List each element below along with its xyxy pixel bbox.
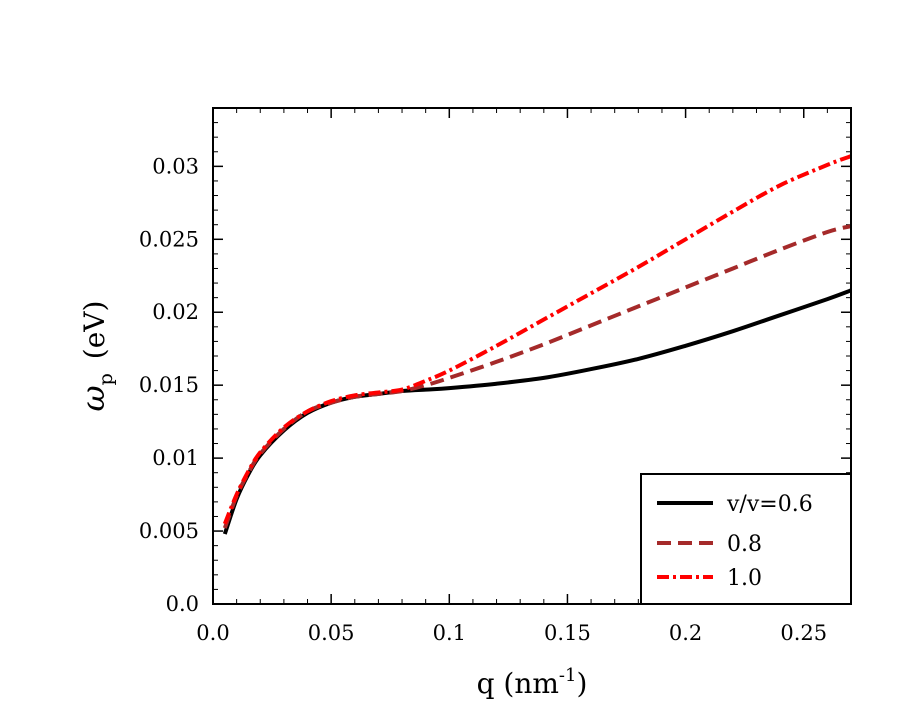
x-tick-label: 0.0 bbox=[196, 621, 229, 645]
y-tick-label: 0.015 bbox=[139, 373, 199, 397]
y-tick-label: 0.0 bbox=[166, 592, 199, 616]
x-tick-label: 0.1 bbox=[433, 621, 466, 645]
series-line-10 bbox=[222, 154, 852, 525]
legend-label-v06: v/v=0.6 bbox=[726, 492, 813, 517]
x-axis-label: q (nm-1) bbox=[477, 665, 588, 700]
legend-label-10: 1.0 bbox=[727, 566, 762, 591]
legend-box bbox=[640, 473, 852, 605]
plot-frame bbox=[212, 107, 852, 605]
y-axis-label: ωp(eV) bbox=[74, 301, 117, 412]
y-tick-label: 0.005 bbox=[139, 519, 199, 543]
x-tick-label: 0.25 bbox=[780, 621, 827, 645]
y-tick-label: 0.03 bbox=[152, 154, 199, 178]
legend-label-08: 0.8 bbox=[727, 532, 762, 557]
legend: v/v=0.6 0.8 1.0 bbox=[640, 473, 852, 605]
series-layer bbox=[222, 154, 852, 535]
y-tick-label: 0.025 bbox=[139, 227, 199, 251]
x-axis-ticks: 0.0 0.05 0.1 0.15 0.2 0.25 bbox=[196, 108, 828, 645]
y-axis-ticks: 0.0 0.005 0.01 0.015 0.02 0.025 0.03 bbox=[139, 122, 851, 616]
y-tick-label: 0.02 bbox=[152, 300, 199, 324]
x-tick-label: 0.2 bbox=[669, 621, 702, 645]
x-tick-label: 0.15 bbox=[544, 621, 591, 645]
y-tick-label: 0.01 bbox=[152, 446, 199, 470]
x-tick-label: 0.05 bbox=[308, 621, 355, 645]
series-line-08 bbox=[222, 224, 852, 529]
